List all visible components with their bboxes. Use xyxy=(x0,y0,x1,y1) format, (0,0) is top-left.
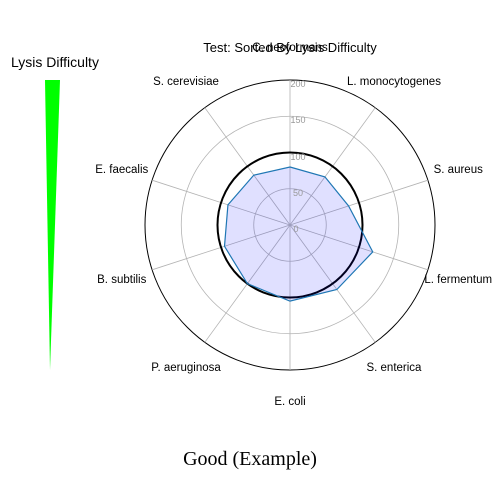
category-label: C. neoformans xyxy=(252,42,327,54)
chart-caption: Good (Example) xyxy=(0,448,500,471)
category-label: S. cerevisiae xyxy=(153,76,219,88)
category-label: L. fermentum xyxy=(424,274,492,286)
category-label: L. monocytogenes xyxy=(347,76,441,88)
rtick-label: 150 xyxy=(290,115,305,125)
category-label: E. faecalis xyxy=(95,164,148,176)
legend-label: Lysis Difficulty xyxy=(5,54,105,70)
rtick-label: 50 xyxy=(293,188,303,198)
category-label: P. aeruginosa xyxy=(151,362,220,374)
rtick-label: 200 xyxy=(290,79,305,89)
category-label: S. aureus xyxy=(434,164,483,176)
category-label: S. enterica xyxy=(366,362,421,374)
category-label: B. subtilis xyxy=(97,274,146,286)
rtick-label: 0 xyxy=(293,224,298,234)
rtick-label: 100 xyxy=(290,152,305,162)
category-label: E. coli xyxy=(274,396,305,408)
